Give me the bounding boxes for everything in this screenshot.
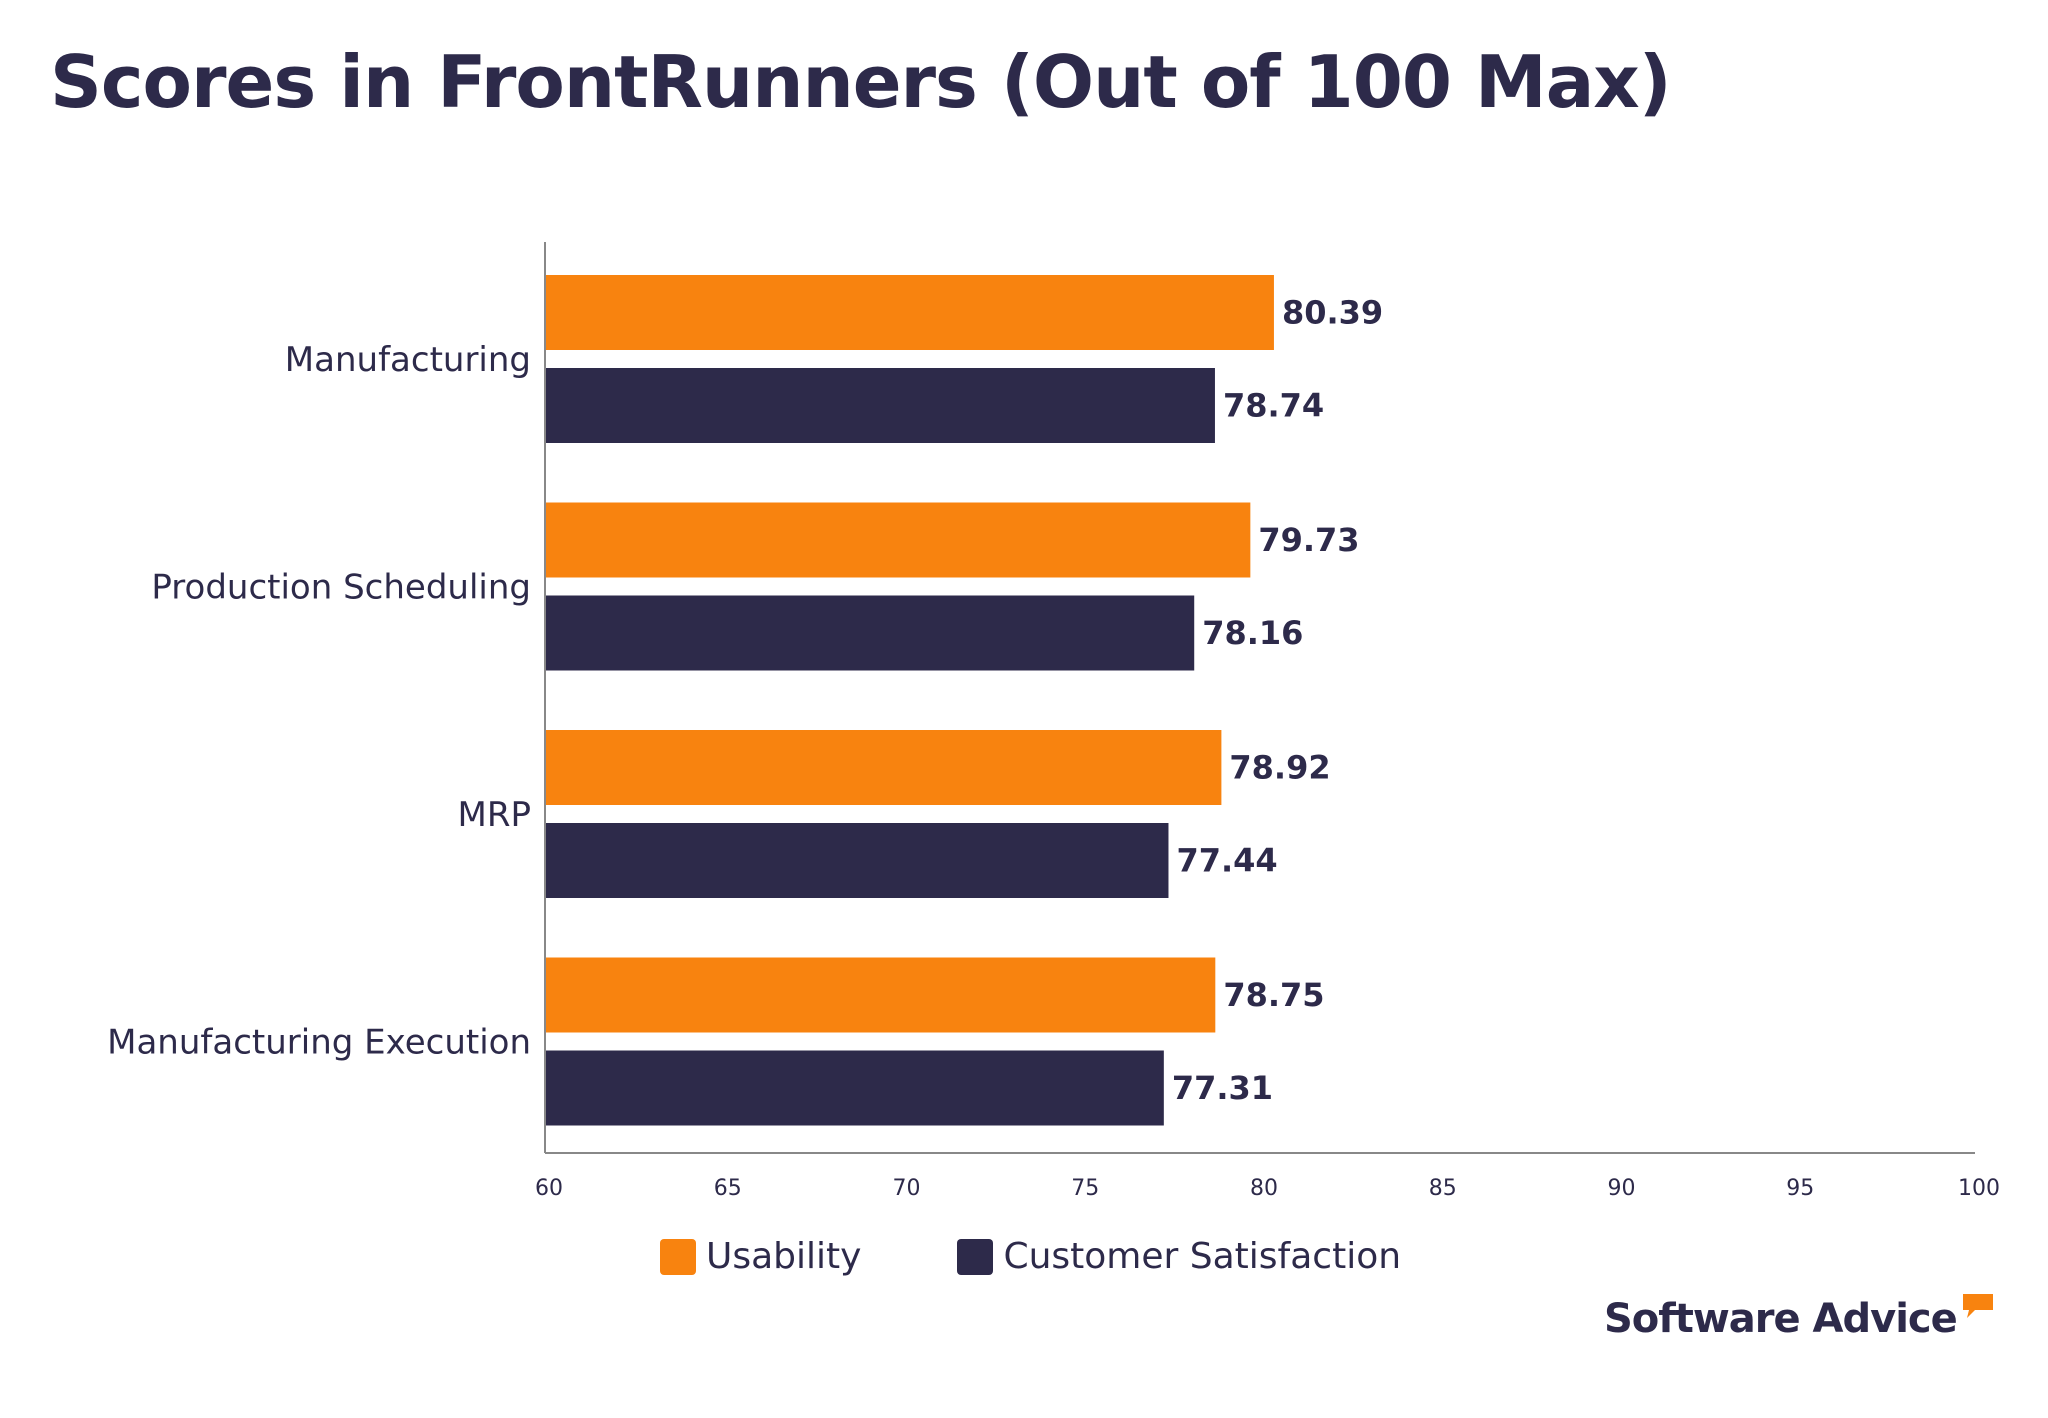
data-label-manufacturing-usability: 80.39 xyxy=(1282,294,1383,332)
logo-text: Software Advice xyxy=(1604,1296,1958,1342)
software-advice-logo: Software Advice xyxy=(1604,1294,1995,1342)
bar-production-scheduling-customer-satisfaction xyxy=(546,595,1195,671)
bar-mrp-customer-satisfaction xyxy=(546,823,1169,898)
category-label-manufacturing: Manufacturing xyxy=(285,340,531,380)
speech-bubble-icon xyxy=(1962,1294,1993,1318)
category-label-manufacturing-execution: Manufacturing Execution xyxy=(107,1023,531,1063)
legend-label-customer-satisfaction: Customer Satisfaction xyxy=(1003,1236,1402,1277)
category-label-mrp: MRP xyxy=(458,795,531,835)
data-label-mrp-customer-satisfaction: 77.44 xyxy=(1176,842,1277,880)
x-tick-label-100: 100 xyxy=(1958,1176,2000,1201)
bar-production-scheduling-usability xyxy=(546,502,1251,578)
bar-manufacturing-execution-customer-satisfaction xyxy=(546,1050,1164,1126)
bar-manufacturing-execution-usability xyxy=(546,957,1216,1033)
legend-swatch-usability xyxy=(660,1238,696,1275)
x-tick-label-95: 95 xyxy=(1786,1176,1814,1201)
data-label-manufacturing-execution-usability: 78.75 xyxy=(1223,976,1324,1014)
bars-layer xyxy=(546,275,1274,1126)
x-tick-label-75: 75 xyxy=(1071,1176,1099,1201)
legend: Usability Customer Satisfaction xyxy=(660,1236,1497,1277)
legend-item-usability: Usability xyxy=(660,1236,861,1277)
data-label-mrp-usability: 78.92 xyxy=(1229,749,1330,787)
chart-title: Scores in FrontRunners (Out of 100 Max) xyxy=(50,40,1672,124)
labels-layer: 80.39 78.74 Manufacturing 79.73 78.16 Product… xyxy=(107,294,2000,1202)
data-label-manufacturing-execution-customer-satisfaction: 77.31 xyxy=(1172,1069,1273,1107)
legend-label-usability: Usability xyxy=(706,1236,862,1277)
legend-item-customer-satisfaction: Customer Satisfaction xyxy=(957,1236,1401,1277)
data-label-manufacturing-customer-satisfaction: 78.74 xyxy=(1223,387,1324,425)
x-tick-label-85: 85 xyxy=(1429,1176,1457,1201)
bar-manufacturing-customer-satisfaction xyxy=(546,368,1215,443)
category-label-production-scheduling: Production Scheduling xyxy=(151,568,531,608)
bar-mrp-usability xyxy=(546,730,1222,805)
data-label-production-scheduling-usability: 79.73 xyxy=(1258,521,1359,559)
legend-swatch-customer-satisfaction xyxy=(957,1238,994,1275)
bar-manufacturing-usability xyxy=(546,275,1274,350)
x-tick-label-60: 60 xyxy=(535,1176,563,1201)
axis-layer xyxy=(544,242,1975,1154)
x-tick-label-65: 65 xyxy=(714,1176,742,1201)
x-tick-label-90: 90 xyxy=(1608,1176,1636,1201)
x-tick-label-80: 80 xyxy=(1250,1176,1278,1201)
data-label-production-scheduling-customer-satisfaction: 78.16 xyxy=(1202,614,1303,652)
x-tick-label-70: 70 xyxy=(893,1176,921,1201)
